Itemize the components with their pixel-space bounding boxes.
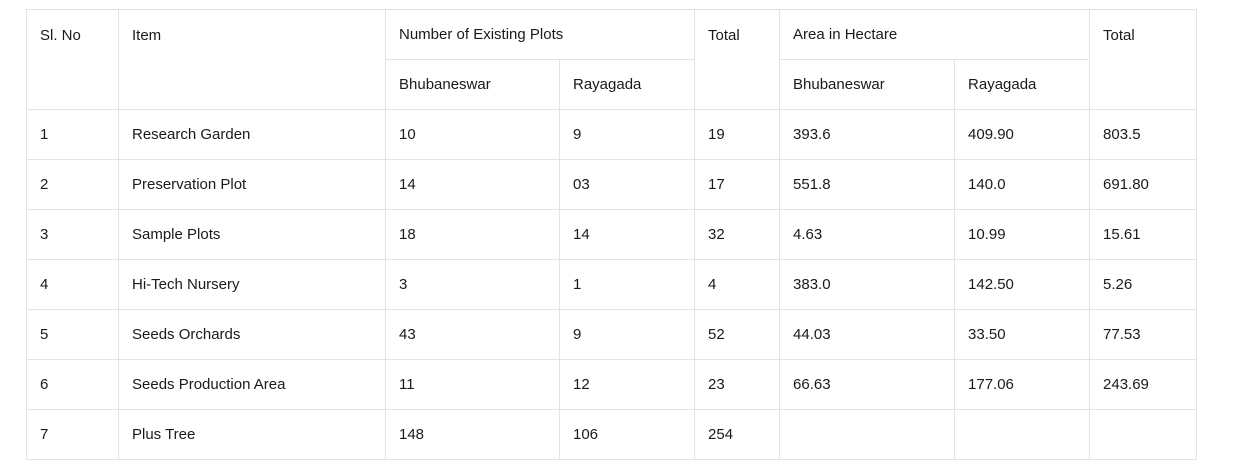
plots-area-table: Sl. No Item Number of Existing Plots Tot…: [26, 9, 1198, 460]
cell-plots-bhubaneswar: 11: [385, 359, 560, 410]
cell-sl-no: 6: [26, 359, 119, 410]
cell-plots-total: 52: [694, 309, 781, 360]
table-row: 5 Seeds Orchards 43 9 52 44.03 33.50 77.…: [26, 309, 1198, 360]
cell-area-rayagada: 140.0: [954, 159, 1091, 210]
table-body: 1 Research Garden 10 9 19 393.6 409.90 8…: [26, 109, 1198, 460]
cell-sl-no: 5: [26, 309, 119, 360]
cell-plots-total: 254: [694, 409, 781, 460]
cell-area-total: 243.69: [1089, 359, 1198, 410]
cell-area-bhubaneswar: [779, 409, 956, 460]
cell-area-total: 803.5: [1089, 109, 1198, 160]
cell-item: Plus Tree: [118, 409, 386, 460]
cell-area-total: 691.80: [1089, 159, 1198, 210]
cell-item: Sample Plots: [118, 209, 386, 260]
cell-sl-no: 1: [26, 109, 119, 160]
cell-area-bhubaneswar: 551.8: [779, 159, 956, 210]
cell-item: Research Garden: [118, 109, 386, 160]
cell-area-total: 77.53: [1089, 309, 1198, 360]
header-area-bhubaneswar: Bhubaneswar: [779, 59, 956, 110]
cell-plots-total: 4: [694, 259, 781, 310]
header-sl-no: Sl. No: [26, 9, 119, 110]
cell-plots-total: 19: [694, 109, 781, 160]
cell-plots-rayagada: 14: [558, 209, 696, 260]
table-row: 2 Preservation Plot 14 03 17 551.8 140.0…: [26, 159, 1198, 210]
cell-area-rayagada: [954, 409, 1091, 460]
table-row: 1 Research Garden 10 9 19 393.6 409.90 8…: [26, 109, 1198, 160]
cell-plots-bhubaneswar: 14: [385, 159, 560, 210]
cell-sl-no: 4: [26, 259, 119, 310]
header-row-secondary: Bhubaneswar Rayagada Bhubaneswar Rayagad…: [27, 59, 1197, 110]
cell-item: Hi-Tech Nursery: [118, 259, 386, 310]
header-area-rayagada: Rayagada: [954, 59, 1091, 110]
header-item: Item: [118, 9, 386, 110]
cell-item: Preservation Plot: [118, 159, 386, 210]
cell-plots-bhubaneswar: 18: [385, 209, 560, 260]
cell-plots-rayagada: 12: [558, 359, 696, 410]
cell-area-total: [1089, 409, 1198, 460]
cell-plots-bhubaneswar: 148: [385, 409, 560, 460]
cell-area-bhubaneswar: 393.6: [779, 109, 956, 160]
cell-area-total: 15.61: [1089, 209, 1198, 260]
cell-item: Seeds Orchards: [118, 309, 386, 360]
cell-area-rayagada: 142.50: [954, 259, 1091, 310]
cell-plots-rayagada: 03: [558, 159, 696, 210]
table-row: 4 Hi-Tech Nursery 3 1 4 383.0 142.50 5.2…: [26, 259, 1198, 310]
cell-area-rayagada: 177.06: [954, 359, 1091, 410]
table-row: 7 Plus Tree 148 106 254: [26, 409, 1198, 460]
cell-sl-no: 7: [26, 409, 119, 460]
cell-area-bhubaneswar: 44.03: [779, 309, 956, 360]
cell-plots-rayagada: 106: [558, 409, 696, 460]
header-row-primary: Sl. No Item Number of Existing Plots Tot…: [26, 9, 1198, 110]
cell-area-total: 5.26: [1089, 259, 1198, 310]
cell-item: Seeds Production Area: [118, 359, 386, 410]
cell-plots-total: 23: [694, 359, 781, 410]
cell-plots-rayagada: 9: [558, 309, 696, 360]
cell-area-bhubaneswar: 383.0: [779, 259, 956, 310]
cell-plots-rayagada: 9: [558, 109, 696, 160]
cell-area-rayagada: 33.50: [954, 309, 1091, 360]
table-row: 6 Seeds Production Area 11 12 23 66.63 1…: [26, 359, 1198, 410]
cell-area-bhubaneswar: 66.63: [779, 359, 956, 410]
cell-plots-total: 32: [694, 209, 781, 260]
cell-sl-no: 3: [26, 209, 119, 260]
cell-area-rayagada: 10.99: [954, 209, 1091, 260]
cell-area-rayagada: 409.90: [954, 109, 1091, 160]
plots-table-container: Sl. No Item Number of Existing Plots Tot…: [26, 9, 1198, 460]
cell-sl-no: 2: [26, 159, 119, 210]
header-plots-total: Total: [694, 9, 781, 110]
table-row: 3 Sample Plots 18 14 32 4.63 10.99 15.61: [26, 209, 1198, 260]
header-plots-rayagada: Rayagada: [558, 59, 696, 110]
header-plots-bhubaneswar: Bhubaneswar: [385, 59, 560, 110]
cell-area-bhubaneswar: 4.63: [779, 209, 956, 260]
table-header: Sl. No Item Number of Existing Plots Tot…: [26, 9, 1198, 110]
header-area-total: Total: [1089, 9, 1198, 110]
cell-plots-total: 17: [694, 159, 781, 210]
header-existing-plots: Number of Existing Plots: [384, 9, 696, 60]
header-area-hectare: Area in Hectare: [779, 9, 1091, 60]
cell-plots-bhubaneswar: 43: [385, 309, 560, 360]
cell-plots-rayagada: 1: [558, 259, 696, 310]
cell-plots-bhubaneswar: 10: [385, 109, 560, 160]
cell-plots-bhubaneswar: 3: [385, 259, 560, 310]
